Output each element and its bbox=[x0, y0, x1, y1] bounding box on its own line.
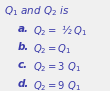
Text: b.: b. bbox=[18, 42, 29, 52]
Text: a.: a. bbox=[18, 24, 29, 34]
Text: $Q_2 = $ ½ $Q_1$: $Q_2 = $ ½ $Q_1$ bbox=[33, 24, 88, 38]
Text: d.: d. bbox=[18, 79, 29, 89]
Text: $Q_2 = 9\ Q_1$: $Q_2 = 9\ Q_1$ bbox=[33, 79, 81, 91]
Text: $Q_2 = Q_1$: $Q_2 = Q_1$ bbox=[33, 42, 72, 56]
Text: $Q_2 = 3\ Q_1$: $Q_2 = 3\ Q_1$ bbox=[33, 60, 81, 74]
Text: c.: c. bbox=[18, 60, 28, 70]
Text: $Q_1$ $\mathit{and}$ $Q_2$ $\mathit{is}$: $Q_1$ $\mathit{and}$ $Q_2$ $\mathit{is}$ bbox=[4, 5, 70, 18]
